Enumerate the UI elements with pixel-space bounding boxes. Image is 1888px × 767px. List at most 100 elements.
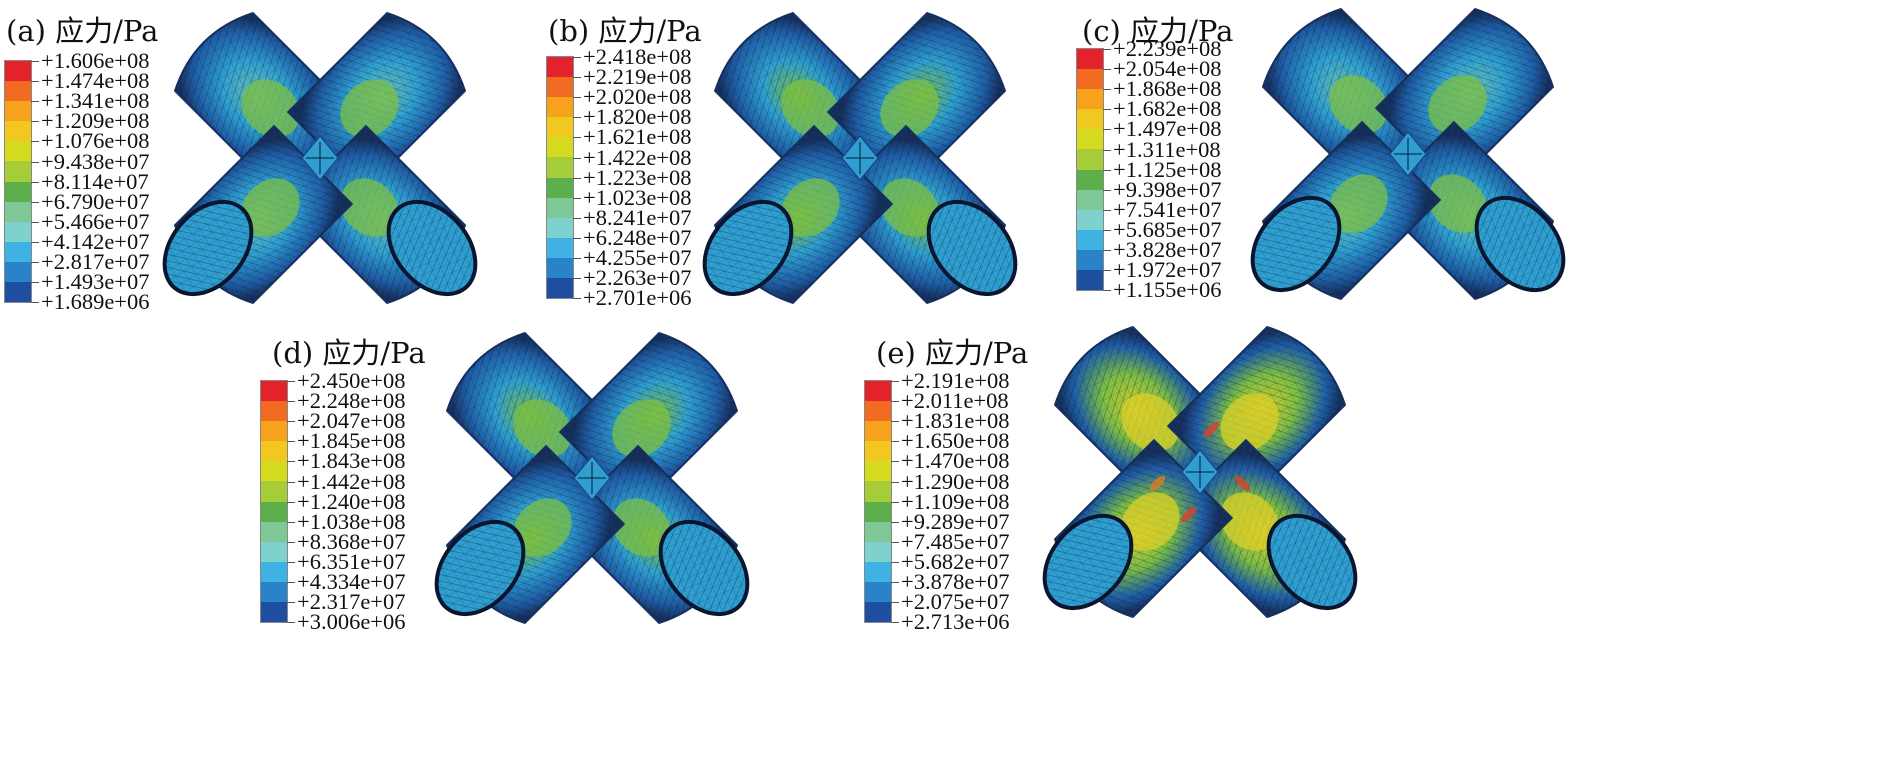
colorbar-segment	[547, 157, 573, 178]
pipe-opening	[1250, 195, 1342, 293]
colorbar-tick-label: +1.831e+08	[901, 407, 1010, 433]
colorbar-tick	[287, 582, 295, 583]
colorbar-tick	[573, 157, 581, 159]
colorbar-tick	[891, 381, 899, 382]
colorbar	[546, 56, 574, 300]
colorbar-tick	[891, 501, 899, 503]
colorbar-segment	[547, 97, 573, 118]
arm-upper-left	[713, 11, 894, 192]
colorbar-segment	[261, 421, 287, 442]
colorbar-tick-label: +2.011e+08	[901, 387, 1009, 413]
colorbar-tick	[287, 501, 295, 503]
colorbar-tick	[287, 602, 295, 604]
colorbar-tick-label: +1.240e+08	[297, 488, 406, 514]
colorbar-tick	[31, 161, 39, 163]
colorbar-tick-label: +1.689e+06	[41, 288, 150, 314]
colorbar-tick-label: +8.368e+07	[297, 528, 406, 554]
colorbar-segment	[5, 81, 31, 102]
colorbar-tick	[31, 61, 39, 62]
colorbar-tick-label: +7.485e+07	[901, 528, 1010, 554]
colorbar-tick-label: +2.191e+08	[901, 367, 1010, 393]
colorbar-segment	[865, 501, 891, 522]
colorbar-tick-label: +1.493e+07	[41, 268, 150, 294]
pipe-opening	[162, 199, 254, 297]
colorbar-tick	[1103, 69, 1111, 71]
colorbar-segment	[1077, 229, 1103, 250]
arm-upper-right	[558, 331, 739, 512]
colorbar-tick-label: +8.114e+07	[41, 168, 149, 194]
colorbar-tick-label: +2.047e+08	[297, 407, 406, 433]
colorbar-tick	[1103, 169, 1111, 171]
colorbar-tick	[573, 237, 581, 239]
colorbar-tick	[1103, 109, 1111, 111]
colorbar-tick-label: +2.701e+06	[583, 284, 692, 310]
colorbar-tick	[891, 441, 899, 443]
colorbar-tick	[1103, 250, 1111, 251]
colorbar-tick-label: +1.311e+08	[1113, 136, 1221, 162]
colorbar-tick-label: +6.790e+07	[41, 188, 150, 214]
panel-e-title: (e) 应力/Pa	[876, 336, 1029, 370]
colorbar-tick-label: +2.263e+07	[583, 264, 692, 290]
pipe-opening	[1042, 513, 1134, 611]
colorbar-segment	[1077, 89, 1103, 110]
arm-upper-left	[1261, 7, 1442, 188]
colorbar-tick-label: +2.713e+06	[901, 608, 1010, 634]
colorbar-tick	[31, 221, 39, 223]
colorbar	[4, 60, 32, 304]
colorbar-segment	[1077, 189, 1103, 210]
colorbar-tick-label: +3.006e+06	[297, 608, 406, 634]
colorbar-tick	[1103, 49, 1111, 50]
panel-c-cross-model	[1250, 7, 1566, 301]
colorbar-tick-label: +9.289e+07	[901, 508, 1010, 534]
colorbar-segment	[547, 257, 573, 279]
colorbar-segment	[547, 137, 573, 158]
colorbar-segment	[1077, 69, 1103, 90]
colorbar-tick-label: +4.255e+07	[583, 244, 692, 270]
colorbar-segment	[547, 77, 573, 98]
colorbar-segment	[5, 221, 31, 242]
colorbar	[260, 380, 288, 624]
colorbar-tick-label: +1.023e+08	[583, 184, 692, 210]
colorbar	[1076, 48, 1104, 292]
colorbar-tick	[287, 441, 295, 443]
colorbar-tick	[891, 481, 899, 483]
colorbar-segment	[865, 521, 891, 542]
colorbar-tick-label: +2.054e+08	[1113, 55, 1222, 81]
arm-upper-right	[286, 11, 467, 192]
colorbar-tick	[573, 177, 581, 179]
colorbar-segment	[261, 441, 287, 462]
colorbar-tick-label: +5.466e+07	[41, 208, 150, 234]
colorbar-tick	[573, 137, 581, 139]
colorbar-tick	[891, 622, 899, 624]
colorbar-tick-label: +1.820e+08	[583, 104, 692, 130]
colorbar-tick-label: +1.868e+08	[1113, 75, 1222, 101]
colorbar-tick	[891, 521, 899, 523]
colorbar-tick-label: +5.682e+07	[901, 548, 1010, 574]
colorbar-tick-label: +2.418e+08	[583, 43, 692, 69]
colorbar-tick	[287, 622, 295, 624]
colorbar-tick-label: +1.845e+08	[297, 428, 406, 454]
colorbar-tick-label: +9.398e+07	[1113, 176, 1222, 202]
colorbar-tick-label: +3.828e+07	[1113, 236, 1222, 262]
colorbar-tick	[891, 401, 899, 403]
colorbar-tick	[1103, 270, 1111, 272]
pipe-opening	[1474, 195, 1566, 293]
colorbar-segment	[261, 541, 287, 562]
colorbar-tick	[891, 421, 899, 423]
colorbar-tick	[573, 197, 581, 199]
colorbar-tick	[1103, 209, 1111, 211]
colorbar-tick	[31, 141, 39, 143]
colorbar-tick	[287, 541, 295, 543]
colorbar-segment	[547, 197, 573, 218]
colorbar-tick	[891, 602, 899, 604]
colorbar-tick-label: +7.541e+07	[1113, 196, 1222, 222]
pipe-opening	[1266, 513, 1358, 611]
colorbar-tick	[31, 181, 39, 183]
colorbar-tick-label: +2.020e+08	[583, 83, 692, 109]
colorbar-tick-label: +1.474e+08	[41, 67, 150, 93]
panel-d-title: (d) 应力/Pa	[272, 336, 426, 370]
arm-upper-left	[173, 11, 354, 192]
colorbar-tick	[287, 521, 295, 523]
colorbar-tick-label: +1.155e+06	[1113, 276, 1222, 302]
colorbar-tick-label: +1.621e+08	[583, 124, 692, 150]
